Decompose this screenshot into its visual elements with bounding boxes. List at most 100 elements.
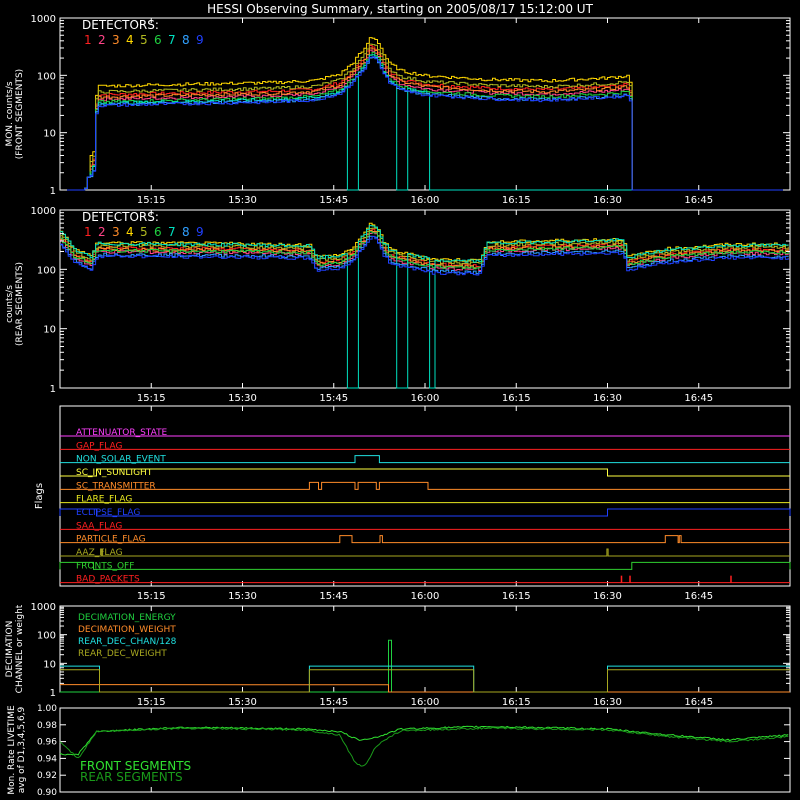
- rear-xtick-label: 15:30: [228, 393, 257, 404]
- front-legend-detector-3: 3: [112, 33, 120, 47]
- flag-line-non-solar-event: [60, 455, 790, 464]
- livetime-ylabel: Mon. Rate LIVETIME avg of D1,3,4,5,6,9: [7, 705, 27, 795]
- front-xtick-label: 16:45: [684, 195, 713, 206]
- front-ylabel-line: (FRONT SEGMENTS): [15, 69, 25, 159]
- flag-label-aaz-flag: AAZ_FLAG: [76, 548, 123, 558]
- rear-legend-detector-8: 8: [182, 225, 190, 239]
- livetime-legend-2: REAR SEGMENTS: [80, 770, 183, 784]
- rear-detector-4-series: [60, 222, 789, 262]
- flags-xtick-label: 15:15: [137, 591, 166, 602]
- flags-xtick-label: 16:30: [593, 591, 622, 602]
- decimation-xtick-label: 16:45: [684, 697, 713, 708]
- front-legend-detector-8: 8: [182, 33, 190, 47]
- flag-label-saa-flag: SAA_FLAG: [76, 521, 122, 531]
- rear-ytick-label: 100: [37, 265, 56, 276]
- front-legend-detector-9: 9: [196, 33, 204, 47]
- flag-line-fronts-off: [59, 561, 791, 570]
- livetime-ytick-label: 1.00: [37, 704, 57, 714]
- decimation-legend-3: REAR_DEC_CHAN/128: [78, 637, 177, 647]
- flag-label-attenuator-state: ATTENUATOR_STATE: [76, 428, 168, 438]
- livetime-ytick-label: 0.94: [37, 754, 57, 764]
- decimation-xtick-label: 16:15: [502, 697, 531, 708]
- livetime-ytick-label: 0.96: [37, 738, 57, 748]
- front-legend-detector-1: 1: [84, 33, 92, 47]
- flag-label-sc-in-sunlight: SC_IN_SUNLIGHT: [76, 468, 153, 478]
- rear-xtick-label: 16:45: [684, 393, 713, 404]
- decimation-legend-1: DECIMATION_ENERGY: [78, 613, 176, 623]
- livetime-ytick-label: 0.98: [37, 721, 57, 731]
- flag-line-aaz-flag: [60, 548, 790, 557]
- decimation-ylabel: DECIMATION CHANNEL or weight: [5, 604, 25, 693]
- flags-xtick-label: 16:00: [411, 591, 440, 602]
- front-ytick-label: 10: [43, 129, 56, 140]
- front-xtick-label: 16:00: [411, 195, 440, 206]
- flag-label-fronts-off: FRONTS_OFF: [76, 561, 134, 571]
- front-legend-title: DETECTORS:: [82, 18, 159, 32]
- flag-label-bad-packets: BAD_PACKETS: [76, 575, 140, 585]
- front-ylabel: MON. counts/s (FRONT SEGMENTS): [5, 69, 25, 159]
- front-xtick-label: 16:15: [502, 195, 531, 206]
- front-xtick-label: 15:15: [137, 195, 166, 206]
- rear-detector-9-series: [60, 236, 789, 276]
- front-xtick-label: 16:30: [593, 195, 622, 206]
- front-ytick-label: 1000: [31, 14, 56, 25]
- flags-xtick-label: 15:30: [228, 591, 257, 602]
- livetime-legend-1: FRONT SEGMENTS: [80, 759, 191, 773]
- rear-detector-3-series: [60, 229, 789, 269]
- front-ytick-label: 1: [50, 186, 56, 197]
- front-legend-detector-5: 5: [140, 33, 148, 47]
- rear-ylabel: counts/s (REAR SEGMENTS): [5, 262, 25, 346]
- rear-legend-title: DETECTORS:: [82, 210, 159, 224]
- flag-label-eclipse-flag: ECLIPSE_FLAG: [76, 508, 140, 518]
- decimation-ytick-label: 100: [37, 631, 56, 642]
- rear-legend-detector-9: 9: [196, 225, 204, 239]
- front-detector-4-series: [60, 37, 789, 191]
- rear-xtick-label: 15:45: [319, 393, 348, 404]
- rear-detector-5-series: [60, 227, 789, 265]
- rear-legend-detector-4: 4: [126, 225, 134, 239]
- rear-xtick-label: 15:15: [137, 393, 166, 404]
- decimation-xtick-label: 15:30: [228, 697, 257, 708]
- rear-legend-detector-3: 3: [112, 225, 120, 239]
- front-xtick-label: 15:45: [319, 195, 348, 206]
- rear-legend-detector-2: 2: [98, 225, 106, 239]
- front-detector-3-series: [60, 47, 789, 191]
- flag-label-gap-flag: GAP_FLAG: [76, 441, 122, 451]
- rear-ylabel-line: (REAR SEGMENTS): [15, 262, 25, 346]
- decimation-ylabel-line: DECIMATION: [5, 621, 15, 678]
- decimation-series-rear-dec-weight: [59, 669, 790, 693]
- livetime-ylabel-line: avg of D1,3,4,5,6,9: [17, 706, 27, 793]
- rear-legend-detector-6: 6: [154, 225, 162, 239]
- rear-ytick-label: 10: [43, 325, 56, 336]
- decimation-ytick-label: 1000: [31, 602, 56, 613]
- rear-xtick-label: 16:15: [502, 393, 531, 404]
- flag-line-eclipse-flag: [59, 508, 791, 517]
- flag-line-sc-in-sunlight: [60, 468, 790, 477]
- decimation-xtick-label: 16:30: [593, 697, 622, 708]
- flags-ylabel-text: Flags: [34, 483, 45, 509]
- rear-legend-detector-5: 5: [140, 225, 148, 239]
- livetime-series-rear-segments: [59, 726, 789, 767]
- flag-label-flare-flag: FLARE_FLAG: [76, 495, 132, 505]
- rear-xtick-label: 16:30: [593, 393, 622, 404]
- flags-xtick-label: 15:45: [319, 591, 348, 602]
- decimation-xtick-label: 16:00: [411, 697, 440, 708]
- livetime-ylabel-line: Mon. Rate LIVETIME: [7, 705, 17, 795]
- rear-detector-7-series: [60, 225, 789, 389]
- rear-ytick-label: 1000: [31, 206, 56, 217]
- rear-ylabel-line: counts/s: [5, 285, 15, 323]
- rear-ytick-label: 1: [50, 384, 56, 395]
- decimation-ytick-label: 1: [50, 688, 56, 699]
- rear-legend-detector-7: 7: [168, 225, 176, 239]
- livetime-ytick-label: 0.90: [37, 788, 57, 798]
- livetime-ytick-label: 0.92: [37, 771, 57, 781]
- front-legend-detector-7: 7: [168, 33, 176, 47]
- decimation-legend-2: DECIMATION_WEIGHT: [78, 625, 176, 635]
- front-detector-5-series: [60, 43, 789, 191]
- rear-xtick-label: 16:00: [411, 393, 440, 404]
- front-legend-detector-6: 6: [154, 33, 162, 47]
- rear-detector-1-series: [60, 228, 789, 268]
- decimation-ylabel-line: CHANNEL or weight: [15, 604, 25, 693]
- decimation-xtick-label: 15:45: [319, 697, 348, 708]
